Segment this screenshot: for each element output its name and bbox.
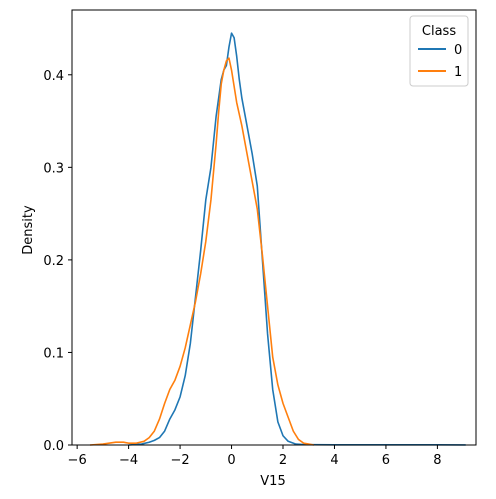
- x-axis-ticks: −6 −4 −2 0 2 4 6 8: [68, 445, 442, 468]
- x-tick-label: 4: [330, 453, 338, 468]
- series-line-1: [89, 57, 315, 446]
- x-tick-label: 0: [227, 453, 235, 468]
- y-axis-label: Density: [21, 205, 36, 255]
- y-tick-label: 0.2: [43, 254, 64, 269]
- legend-label-1: 1: [454, 65, 462, 80]
- axes-frame: [71, 9, 477, 446]
- legend: Class 0 1: [409, 15, 469, 87]
- legend-title: Class: [422, 24, 456, 39]
- y-tick-label: 0.3: [43, 161, 64, 176]
- x-tick-label: −2: [170, 453, 189, 468]
- x-tick-label: −6: [68, 453, 87, 468]
- legend-box: [409, 15, 469, 87]
- y-tick-label: 0.4: [43, 69, 64, 84]
- x-tick-label: −4: [119, 453, 138, 468]
- x-tick-label: 8: [433, 453, 441, 468]
- x-tick-label: 2: [279, 453, 287, 468]
- x-tick-label: 6: [382, 453, 390, 468]
- y-tick-label: 0.1: [43, 346, 64, 361]
- x-axis-label: V15: [260, 474, 285, 489]
- y-tick-label: 0.0: [43, 439, 64, 454]
- plot-area: [71, 9, 477, 446]
- legend-label-0: 0: [454, 43, 462, 58]
- y-axis-ticks: 0.0 0.1 0.2 0.3 0.4: [43, 69, 72, 454]
- series-line-0: [128, 32, 466, 446]
